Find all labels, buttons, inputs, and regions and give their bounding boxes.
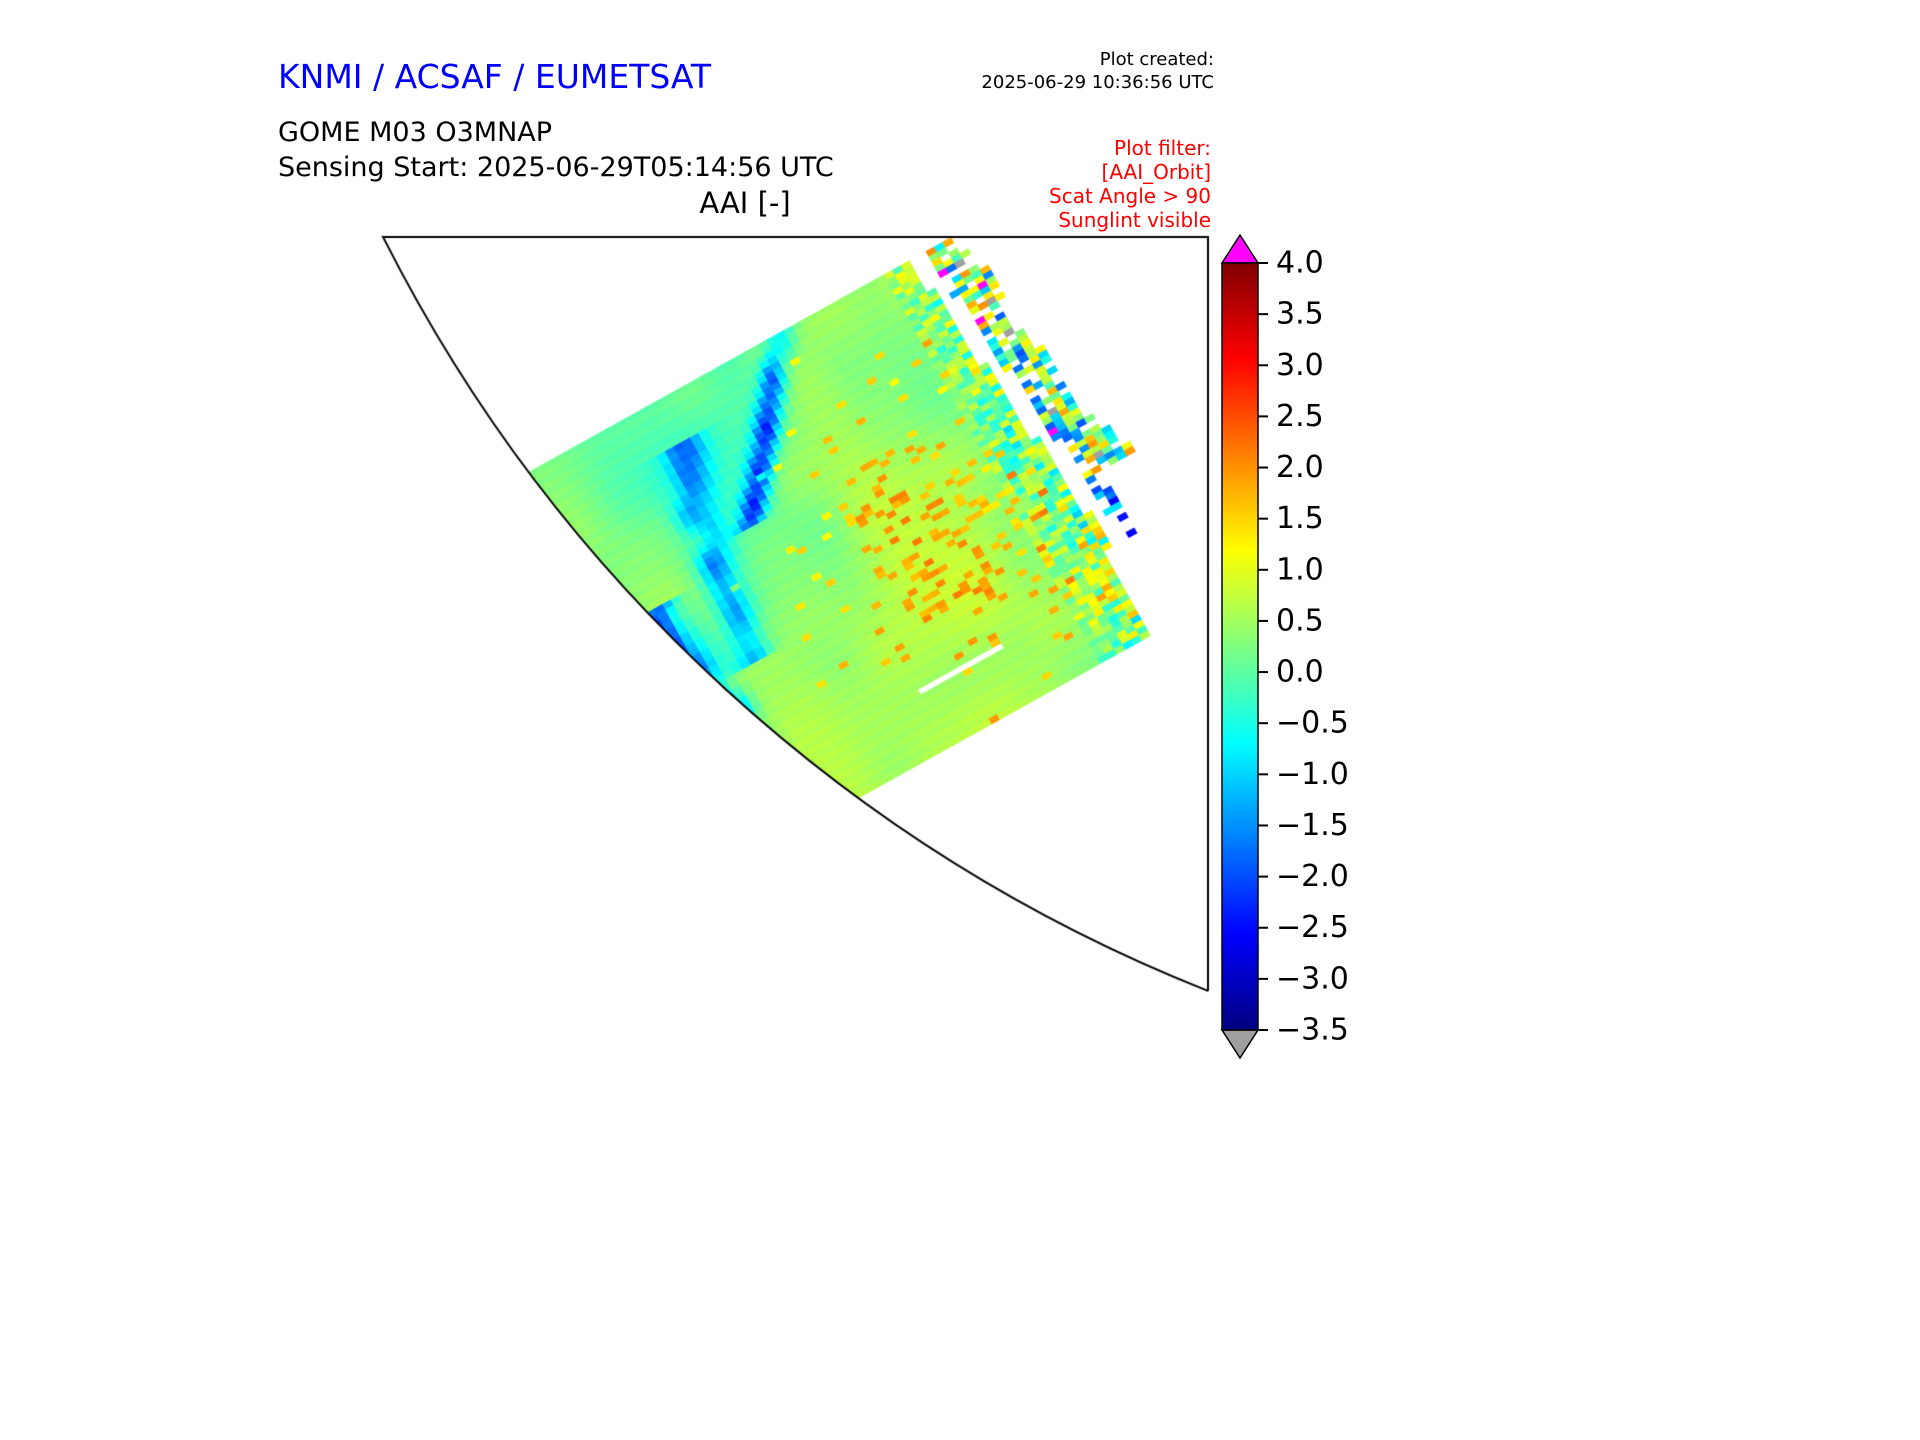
colorbar-tick-label: −0.5 (1276, 706, 1349, 741)
colorbar-tick-label: 2.5 (1276, 399, 1324, 434)
chart-title: AAI [-] (699, 186, 791, 220)
colorbar-under-arrow (1220, 1029, 1260, 1060)
colorbar-tick-label: 3.5 (1276, 297, 1324, 332)
colorbar-tick-label: 4.0 (1276, 246, 1324, 281)
plot-filter-line: [AAI_Orbit] (1101, 160, 1211, 184)
colorbar: 4.0 3.5 3.0 2.5 2.0 1.5 1.0 0.5 0.0 −0.5 −1.0 −1.5 −… (1220, 233, 1349, 1060)
plot-filter: Plot filter: [AAI_Orbit] Scat Angle > 90… (1049, 136, 1211, 232)
colorbar-gradient-bar (1221, 262, 1259, 1031)
agency-title: KNMI / ACSAF / EUMETSAT (278, 57, 712, 96)
colorbar-tick-label: −3.0 (1276, 961, 1349, 996)
plot-created: Plot created: 2025-06-29 10:36:56 UTC (981, 48, 1214, 94)
colorbar-tick-label: −2.0 (1276, 859, 1349, 894)
plot-created-time: 2025-06-29 10:36:56 UTC (981, 72, 1214, 93)
colorbar-tick-label: −1.5 (1276, 808, 1349, 843)
colorbar-tick-label: −1.0 (1276, 757, 1349, 792)
colorbar-tick-label: 0.0 (1276, 655, 1324, 690)
sensing-start: Sensing Start: 2025-06-29T05:14:56 UTC (278, 152, 834, 183)
plot-filter-line: Sunglint visible (1058, 208, 1211, 232)
colorbar-tick-label: −3.5 (1276, 1013, 1349, 1048)
plot-filter-line: Scat Angle > 90 (1049, 184, 1211, 208)
colorbar-tick-label: 0.5 (1276, 603, 1324, 638)
colorbar-tick-label: 1.5 (1276, 501, 1324, 536)
plot-created-label: Plot created: (1099, 49, 1214, 70)
product-title: GOME M03 O3MNAP (278, 117, 553, 148)
plot-filter-line: Plot filter: (1114, 136, 1211, 160)
colorbar-tick-label: −2.5 (1276, 910, 1349, 945)
colorbar-tick-label: 1.0 (1276, 552, 1324, 587)
colorbar-tick-label: 2.0 (1276, 450, 1324, 485)
colorbar-over-arrow (1220, 233, 1260, 264)
colorbar-tick-label: 3.0 (1276, 348, 1324, 383)
